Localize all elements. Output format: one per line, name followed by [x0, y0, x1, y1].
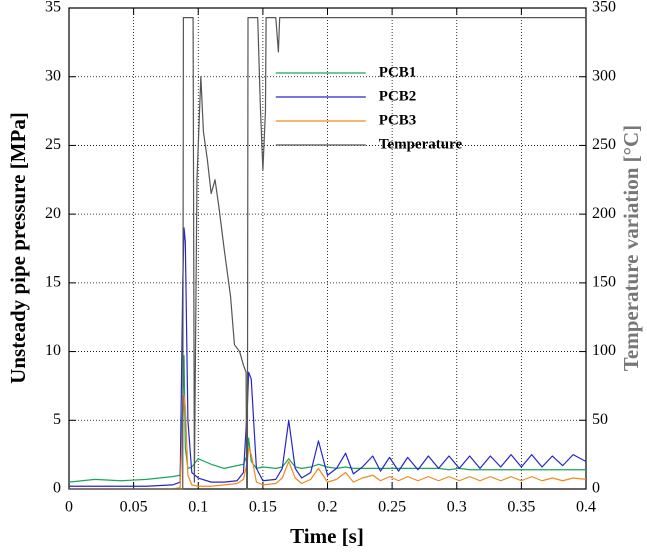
plot-frame: [68, 7, 587, 490]
y2-tick-label: 150: [592, 274, 616, 291]
y2-axis-title: Temperature variation [°C]: [619, 125, 643, 371]
x-tick-label: 0.3: [447, 499, 467, 516]
y-tick-label: 5: [53, 411, 61, 428]
legend-label: PCB3: [379, 112, 417, 128]
y2-tick-label: 300: [592, 67, 616, 84]
legend-label: Temperature: [379, 136, 463, 152]
legend-label: PCB2: [379, 88, 417, 104]
x-tick-label: 0.2: [318, 499, 338, 516]
y-tick-label: 30: [45, 67, 61, 84]
legend-label: PCB1: [379, 64, 417, 80]
x-tick-label: 0.05: [120, 499, 148, 516]
y-tick-label: 35: [45, 0, 61, 16]
x-tick-label: 0.4: [576, 499, 596, 516]
y-tick-label: 10: [45, 342, 61, 359]
y2-tick-label: 200: [592, 205, 616, 222]
x-tick-label: 0.35: [507, 499, 535, 516]
y-tick-label: 15: [45, 274, 61, 291]
y2-tick-label: 0: [592, 480, 600, 497]
series-line: [69, 17, 586, 490]
y-axis-title: Unsteady pipe pressure [MPa]: [6, 112, 30, 384]
series-line: [69, 394, 587, 490]
y-tick-label: 20: [45, 205, 61, 222]
x-axis-title: Time [s]: [290, 524, 364, 548]
x-tick-label: 0.15: [249, 499, 277, 516]
x-tick-label: 0.1: [188, 499, 208, 516]
y2-tick-label: 100: [592, 342, 616, 359]
y-tick-label: 0: [53, 480, 61, 497]
y2-tick-label: 50: [592, 411, 608, 428]
x-tick-label: 0.25: [378, 499, 406, 516]
series-line: [69, 227, 587, 487]
x-tick-label: 0: [65, 499, 73, 516]
y2-tick-label: 350: [592, 0, 616, 16]
y2-tick-label: 250: [592, 136, 616, 153]
y-tick-label: 25: [45, 136, 61, 153]
